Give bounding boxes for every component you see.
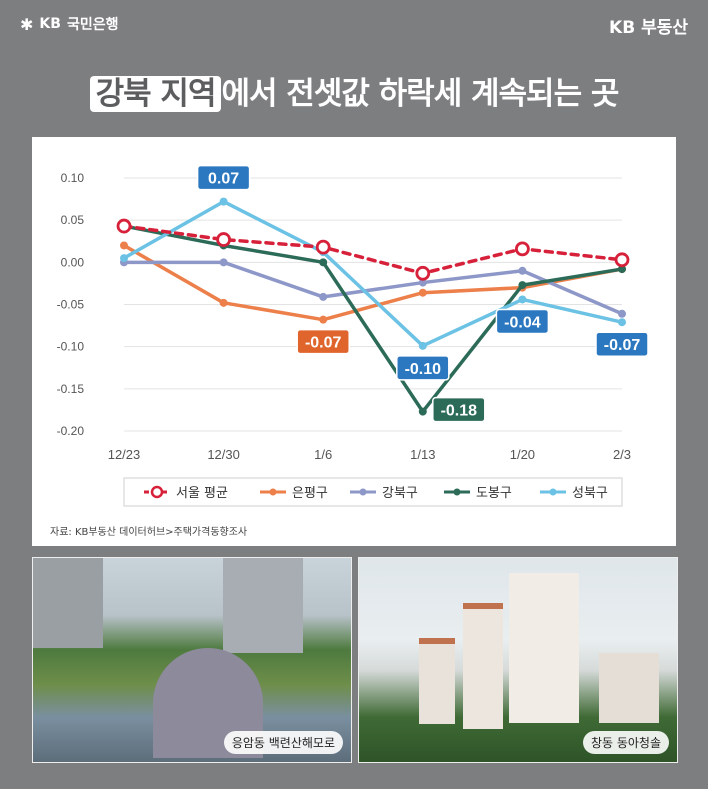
data-label: -0.18 — [441, 403, 478, 420]
series-line — [122, 199, 624, 348]
series-line — [122, 243, 624, 322]
series-line — [122, 260, 624, 316]
data-point — [518, 266, 527, 275]
y-tick-label: 0.10 — [61, 171, 85, 185]
kb-realty-logo: KB 부동산 — [609, 18, 688, 38]
headline: 강북 지역 에서 전셋값 하락세 계속되는 곳 — [0, 68, 708, 113]
x-tick-label: 1/6 — [314, 447, 332, 462]
building-shape — [419, 638, 455, 724]
data-point — [315, 239, 331, 255]
data-point — [319, 315, 328, 324]
x-tick-label: 12/23 — [108, 447, 141, 462]
building-shape — [223, 558, 303, 653]
annotation-box — [432, 396, 486, 423]
data-point — [120, 254, 128, 263]
annotation-box — [396, 355, 450, 381]
bank-logo-text: 국민은행 — [66, 17, 119, 33]
data-point — [614, 252, 630, 268]
headline-rest: 에서 전셋값 하락세 계속되는 곳 — [221, 76, 619, 112]
legend-label: 성북구 — [572, 486, 608, 501]
data-point — [618, 318, 626, 327]
data-point — [418, 407, 427, 416]
legend-label: 은평구 — [292, 486, 328, 501]
data-point — [219, 197, 228, 206]
legend-marker — [150, 485, 164, 499]
y-tick-label: -0.20 — [57, 424, 85, 438]
annotation-box — [495, 308, 550, 335]
source-note: 자료: KB부동산 데이터허브>주택가격동향조사 — [50, 527, 248, 538]
data-point — [415, 265, 431, 281]
y-tick-label: 0.05 — [61, 213, 85, 227]
data-point — [116, 218, 132, 234]
legend-marker — [453, 488, 461, 496]
series-line — [122, 224, 624, 414]
data-point — [618, 265, 626, 274]
photo-eungam: 응암동 백련산해모로 — [32, 557, 352, 763]
y-tick-label: 0.00 — [61, 255, 85, 269]
data-point — [518, 295, 527, 304]
legend-marker — [269, 488, 277, 496]
annotation-box — [196, 164, 251, 191]
data-point — [120, 241, 128, 250]
data-point — [518, 281, 527, 290]
y-tick-label: -0.15 — [57, 382, 85, 396]
line-chart: 0.10 0.05 0.00 -0.05 -0.10 -0.15 -0.20 12/23 12/… — [57, 164, 649, 507]
data-label: -0.07 — [305, 335, 342, 352]
x-tick-label: 12/30 — [207, 447, 240, 462]
headline-highlight: 강북 지역 — [89, 76, 222, 112]
legend-label: 도봉구 — [476, 486, 512, 501]
building-shape — [33, 558, 103, 648]
data-point — [319, 292, 328, 301]
x-tick-label: 2/3 — [613, 447, 631, 462]
photo-caption-right: 창동 동아청솔 — [582, 731, 669, 754]
data-label: 0.07 — [208, 171, 239, 188]
data-point — [418, 278, 427, 287]
data-point — [514, 241, 530, 257]
data-point — [319, 258, 328, 267]
data-label: -0.07 — [604, 337, 641, 354]
photo-caption-left: 응암동 백련산해모로 — [223, 731, 343, 754]
data-label: -0.04 — [504, 314, 541, 331]
y-tick-label: -0.10 — [57, 340, 85, 354]
legend-marker — [359, 488, 367, 496]
x-tick-label: 1/20 — [510, 447, 535, 462]
y-tick-label: -0.05 — [57, 298, 85, 312]
data-label: -0.10 — [405, 361, 442, 378]
building-shape — [599, 653, 659, 723]
photo-changdong: 창동 동아청솔 — [358, 557, 678, 763]
legend-label: 강북구 — [382, 486, 418, 501]
data-point — [418, 288, 427, 297]
data-point — [618, 309, 626, 318]
bank-logo-prefix: KB — [39, 16, 61, 32]
data-point — [216, 232, 232, 247]
building-shape — [509, 573, 579, 723]
legend-marker — [549, 488, 557, 496]
chart-card: 0.10 0.05 0.00 -0.05 -0.10 -0.15 -0.20 12/23 12/… — [32, 137, 676, 546]
annotation-box — [296, 328, 350, 355]
building-shape — [463, 603, 503, 729]
data-point — [219, 298, 228, 307]
legend-label: 서울 평균 — [176, 486, 228, 501]
top-bar: ✱ KB 국민은행 KB 부동산 — [0, 0, 708, 52]
legend: 서울 평균 은평구 강북구 도봉구 성북구 — [123, 477, 623, 507]
data-point — [219, 258, 228, 267]
data-point — [418, 341, 427, 350]
x-tick-label: 1/13 — [410, 447, 435, 462]
series-line — [122, 224, 624, 276]
annotation-box — [595, 331, 649, 357]
kb-star-icon: ✱ — [20, 14, 34, 34]
kb-bank-logo: ✱ KB 국민은행 — [20, 14, 118, 34]
